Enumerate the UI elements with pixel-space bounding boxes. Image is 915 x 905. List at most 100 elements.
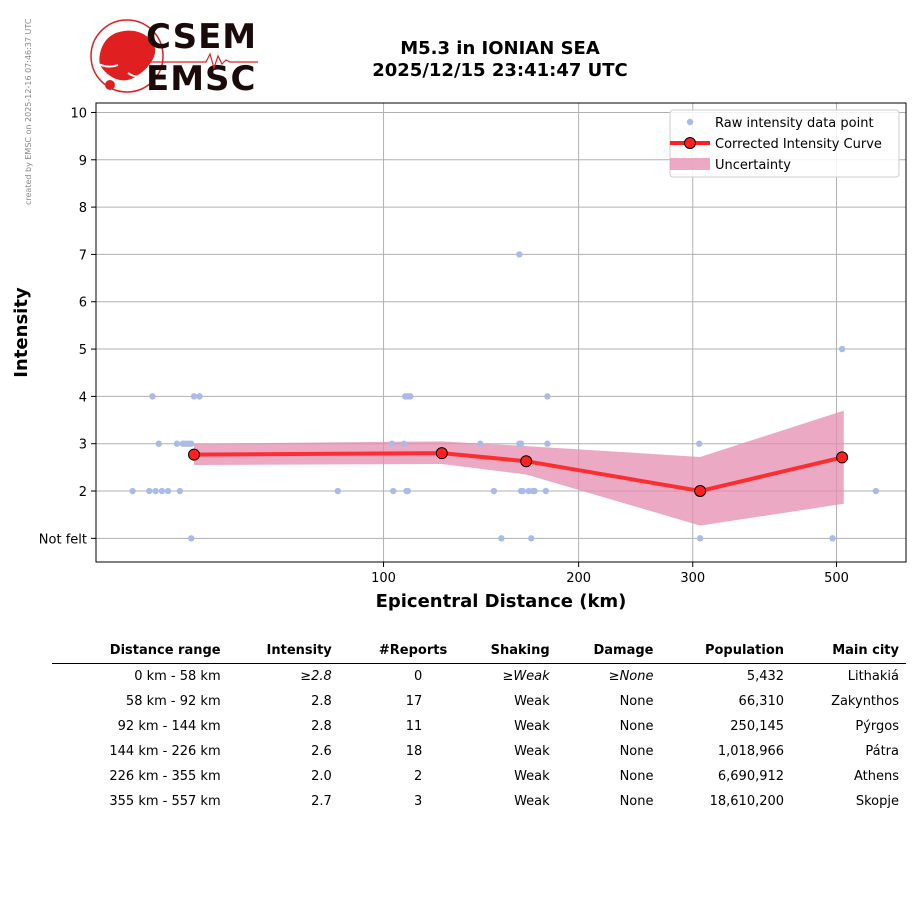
raw-point <box>519 487 526 495</box>
col-population: Population <box>704 643 785 658</box>
y-tick-label: 6 <box>79 296 87 311</box>
cell-range: 355 km - 557 km <box>109 794 221 809</box>
raw-point <box>407 393 414 400</box>
cell-population: 18,610,200 <box>709 794 785 809</box>
raw-point <box>334 487 342 495</box>
raw-point <box>531 487 538 495</box>
cell-range: 226 km - 355 km <box>109 769 221 784</box>
raw-point <box>490 487 498 495</box>
cell-damage: None <box>619 794 654 809</box>
intensity-table: Distance range Intensity #Reports Shakin… <box>52 640 906 814</box>
uncertainty-band <box>194 410 844 526</box>
x-tick-label: 500 <box>824 571 849 586</box>
table-row: 144 km - 226 km 2.6 18 Weak None 1,018,9… <box>52 739 906 764</box>
seismogram-icon <box>146 52 258 70</box>
cell-city: Pátra <box>865 744 899 759</box>
raw-point <box>188 535 195 542</box>
col-damage: Damage <box>593 643 654 658</box>
raw-point <box>528 535 535 542</box>
table-row: 92 km - 144 km 2.8 11 Weak None 250,145 … <box>52 714 906 739</box>
raw-point <box>404 487 411 495</box>
cell-population: 6,690,912 <box>717 769 785 784</box>
title-event: M5.3 in IONIAN SEA <box>400 38 600 59</box>
raw-point <box>152 487 159 495</box>
x-axis-label: Epicentral Distance (km) <box>376 591 627 612</box>
cell-reports: 11 <box>405 719 423 734</box>
cell-intensity: ≥2.8 <box>300 669 332 684</box>
cell-shaking: Weak <box>514 694 550 709</box>
chart-title: M5.3 in IONIAN SEA 2025/12/15 23:41:47 U… <box>300 38 700 82</box>
raw-point <box>188 440 195 447</box>
y-tick-label: 9 <box>79 154 87 169</box>
raw-point <box>390 487 397 495</box>
raw-point <box>516 251 523 258</box>
axes: 100 200 300 500 Not felt 2 3 4 5 6 7 8 9 10 Epicentral… <box>11 102 907 612</box>
raw-point <box>517 440 525 447</box>
raw-point <box>158 487 166 495</box>
x-tick-label: 100 <box>371 571 396 586</box>
y-tick-label: 5 <box>79 343 87 358</box>
legend-band-swatch <box>670 158 710 170</box>
cell-damage: None <box>619 744 654 759</box>
cell-damage: ≥None <box>608 669 654 684</box>
raw-point <box>872 487 880 495</box>
cell-shaking: Weak <box>514 719 550 734</box>
cell-damage: None <box>619 719 654 734</box>
raw-point <box>129 487 136 495</box>
cell-reports: 17 <box>405 694 423 709</box>
cell-intensity: 2.6 <box>311 744 332 759</box>
cell-population: 5,432 <box>746 669 785 684</box>
raw-point <box>190 393 198 400</box>
cell-intensity: 2.7 <box>311 794 332 809</box>
y-tick-label: Not felt <box>39 532 87 547</box>
y-axis-label: Intensity <box>11 287 32 378</box>
cell-population: 1,018,966 <box>717 744 785 759</box>
legend: Raw intensity data point Corrected Intens… <box>669 109 900 178</box>
y-tick-label: 4 <box>79 390 87 405</box>
legend-label: Raw intensity data point <box>715 116 874 131</box>
raw-point <box>176 487 184 495</box>
cell-range: 92 km - 144 km <box>117 719 221 734</box>
legend-curve-marker <box>684 137 696 149</box>
x-tick-label: 300 <box>680 571 705 586</box>
table-row: 58 km - 92 km 2.8 17 Weak None 66,310 Za… <box>52 689 906 714</box>
curve-marker <box>188 448 201 461</box>
raw-point <box>838 345 846 353</box>
raw-point <box>196 393 203 400</box>
cell-city: Skopje <box>855 794 899 809</box>
logo-text-bottom: EMSC <box>146 59 257 99</box>
raw-point <box>544 393 551 400</box>
raw-point <box>542 487 550 495</box>
y-tick-label: 8 <box>79 201 87 216</box>
cell-shaking: Weak <box>514 794 550 809</box>
curve-marker <box>694 485 707 498</box>
raw-points <box>129 251 880 542</box>
cell-range: 0 km - 58 km <box>134 669 221 684</box>
table-header-row: Distance range Intensity #Reports Shakin… <box>52 640 906 664</box>
x-tick-label: 200 <box>566 571 591 586</box>
legend-raw-marker <box>686 118 694 126</box>
csem-emsc-logo: CSEM EMSC <box>88 17 258 99</box>
col-reports: #Reports <box>378 643 448 658</box>
col-shaking: Shaking <box>490 643 550 658</box>
cell-city: Athens <box>853 769 899 784</box>
raw-point <box>164 487 172 495</box>
intensity-curve <box>188 447 849 498</box>
cell-damage: None <box>619 769 654 784</box>
table-row: 0 km - 58 km ≥2.8 0 ≥Weak ≥None 5,432 Li… <box>52 664 906 690</box>
raw-point <box>829 535 836 542</box>
y-tick-label: 3 <box>79 438 87 453</box>
col-distance: Distance range <box>109 643 221 658</box>
title-time: 2025/12/15 23:41:47 UTC <box>372 60 628 81</box>
table-row: 355 km - 557 km 2.7 3 Weak None 18,610,2… <box>52 789 906 814</box>
raw-point <box>388 440 396 447</box>
curve-marker <box>435 447 448 460</box>
col-intensity: Intensity <box>266 643 332 658</box>
cell-range: 144 km - 226 km <box>109 744 221 759</box>
legend-label: Uncertainty <box>715 158 791 173</box>
raw-point <box>544 440 551 447</box>
cell-intensity: 2.0 <box>311 769 332 784</box>
cell-city: Lithakiá <box>847 669 899 684</box>
cell-reports: 3 <box>413 794 423 809</box>
raw-point <box>155 440 163 447</box>
